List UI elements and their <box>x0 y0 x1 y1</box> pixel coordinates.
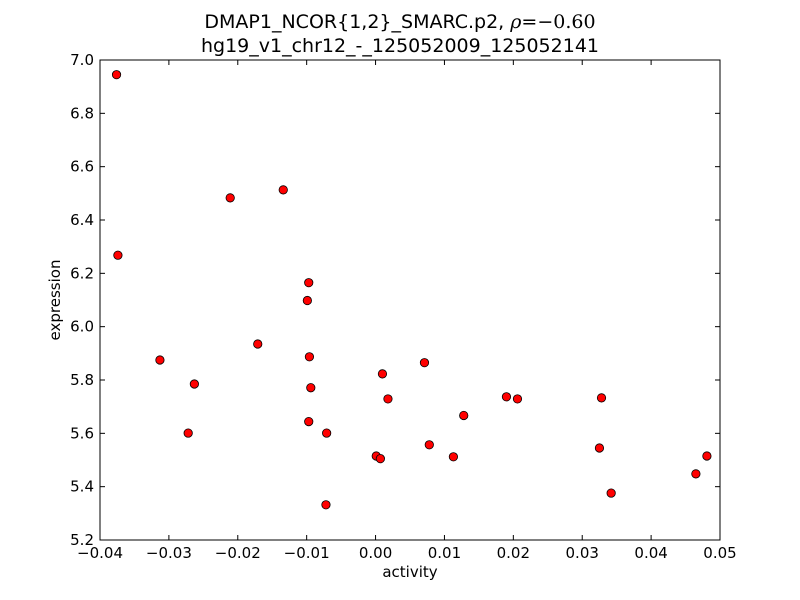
data-point <box>155 355 165 365</box>
data-point <box>321 500 331 510</box>
data-point <box>594 443 605 453</box>
data-point <box>501 392 512 402</box>
y-tick-label: 6.0 <box>70 318 94 336</box>
data-point <box>189 379 199 389</box>
data-point <box>225 193 235 203</box>
x-tick-label: −0.04 <box>77 544 123 562</box>
data-point <box>459 410 469 421</box>
y-tick-label: 5.6 <box>70 424 94 442</box>
y-tick-label: 5.4 <box>70 478 94 496</box>
x-tick-label: −0.03 <box>146 544 192 562</box>
y-tick-label: 6.6 <box>70 158 94 176</box>
y-tick-label: 7.0 <box>70 51 94 69</box>
data-point <box>606 488 616 498</box>
x-tick-label: 0.00 <box>359 544 392 562</box>
axis-ticks <box>99 59 721 541</box>
data-point <box>691 469 701 479</box>
chart-title-rho-symbol: ρ <box>510 11 522 33</box>
data-point <box>375 454 385 464</box>
chart-title-line-2: hg19_v1_chr12_-_125052009_125052141 <box>200 35 600 57</box>
data-point <box>512 394 523 404</box>
x-tick-label: 0.03 <box>566 544 599 562</box>
data-point <box>113 250 123 260</box>
y-tick-label: 6.8 <box>70 104 94 122</box>
data-point <box>278 185 288 195</box>
data-point <box>448 452 458 462</box>
axes-frame <box>99 59 721 541</box>
data-points <box>111 70 712 510</box>
data-point <box>424 440 434 450</box>
data-point <box>377 369 388 379</box>
x-axis-label: activity <box>382 563 437 581</box>
x-tick-label: −0.02 <box>215 544 261 562</box>
chart-title-rho-value: =−0.60 <box>521 11 596 33</box>
chart-title-line-1: DMAP1_NCOR{1,2}_SMARC.p2, ρ=−0.60 <box>0 11 800 33</box>
tick-labels: −0.04 −0.03 −0.02 −0.01 0.00 0.01 0.02 0.03 0.04… <box>70 51 737 562</box>
y-tick-label: 6.4 <box>70 211 94 229</box>
x-tick-label: 0.01 <box>428 544 461 562</box>
data-point <box>304 278 314 288</box>
x-tick-label: 0.04 <box>634 544 667 562</box>
data-point <box>304 416 314 427</box>
x-tick-label: 0.05 <box>703 544 736 562</box>
data-point <box>419 358 430 368</box>
data-point <box>183 428 193 438</box>
y-tick-label: 5.8 <box>70 371 94 389</box>
data-point <box>306 383 316 393</box>
data-point <box>302 295 312 306</box>
data-point <box>111 70 122 80</box>
data-point <box>702 451 712 461</box>
data-point <box>253 339 263 349</box>
y-axis-label: expression <box>46 260 64 341</box>
data-point <box>304 352 315 362</box>
y-tick-label: 6.2 <box>70 264 94 282</box>
data-point <box>383 394 393 404</box>
x-tick-label: 0.02 <box>497 544 530 562</box>
data-point <box>322 428 332 438</box>
y-tick-label: 5.2 <box>70 531 94 549</box>
chart-title-prefix: DMAP1_NCOR{1,2}_SMARC.p2, <box>204 11 511 33</box>
x-tick-label: −0.01 <box>284 544 330 562</box>
data-point <box>596 393 607 403</box>
